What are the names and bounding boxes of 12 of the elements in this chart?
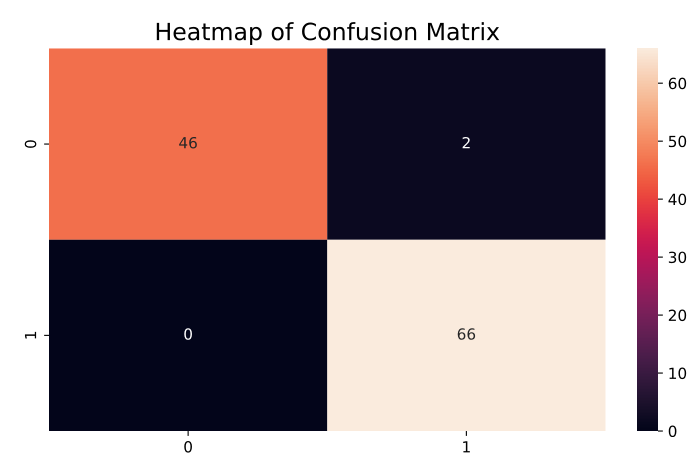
color-bar-label: 60 bbox=[668, 78, 686, 90]
data-label: 46 bbox=[179, 136, 197, 148]
color-bar-label: 20 bbox=[668, 310, 686, 322]
color-bar-label: 40 bbox=[668, 194, 686, 206]
data-label: 66 bbox=[458, 328, 476, 340]
color-bar-label: 50 bbox=[668, 136, 686, 148]
chart-title: Heatmap of Confusion Matrix bbox=[156, 22, 500, 45]
color-bar-label: 30 bbox=[668, 252, 686, 264]
color-bar-label: 10 bbox=[669, 368, 686, 380]
color-bar-label: 0 bbox=[668, 426, 676, 438]
data-label: 2 bbox=[462, 136, 470, 148]
data-label: 0 bbox=[184, 328, 192, 340]
